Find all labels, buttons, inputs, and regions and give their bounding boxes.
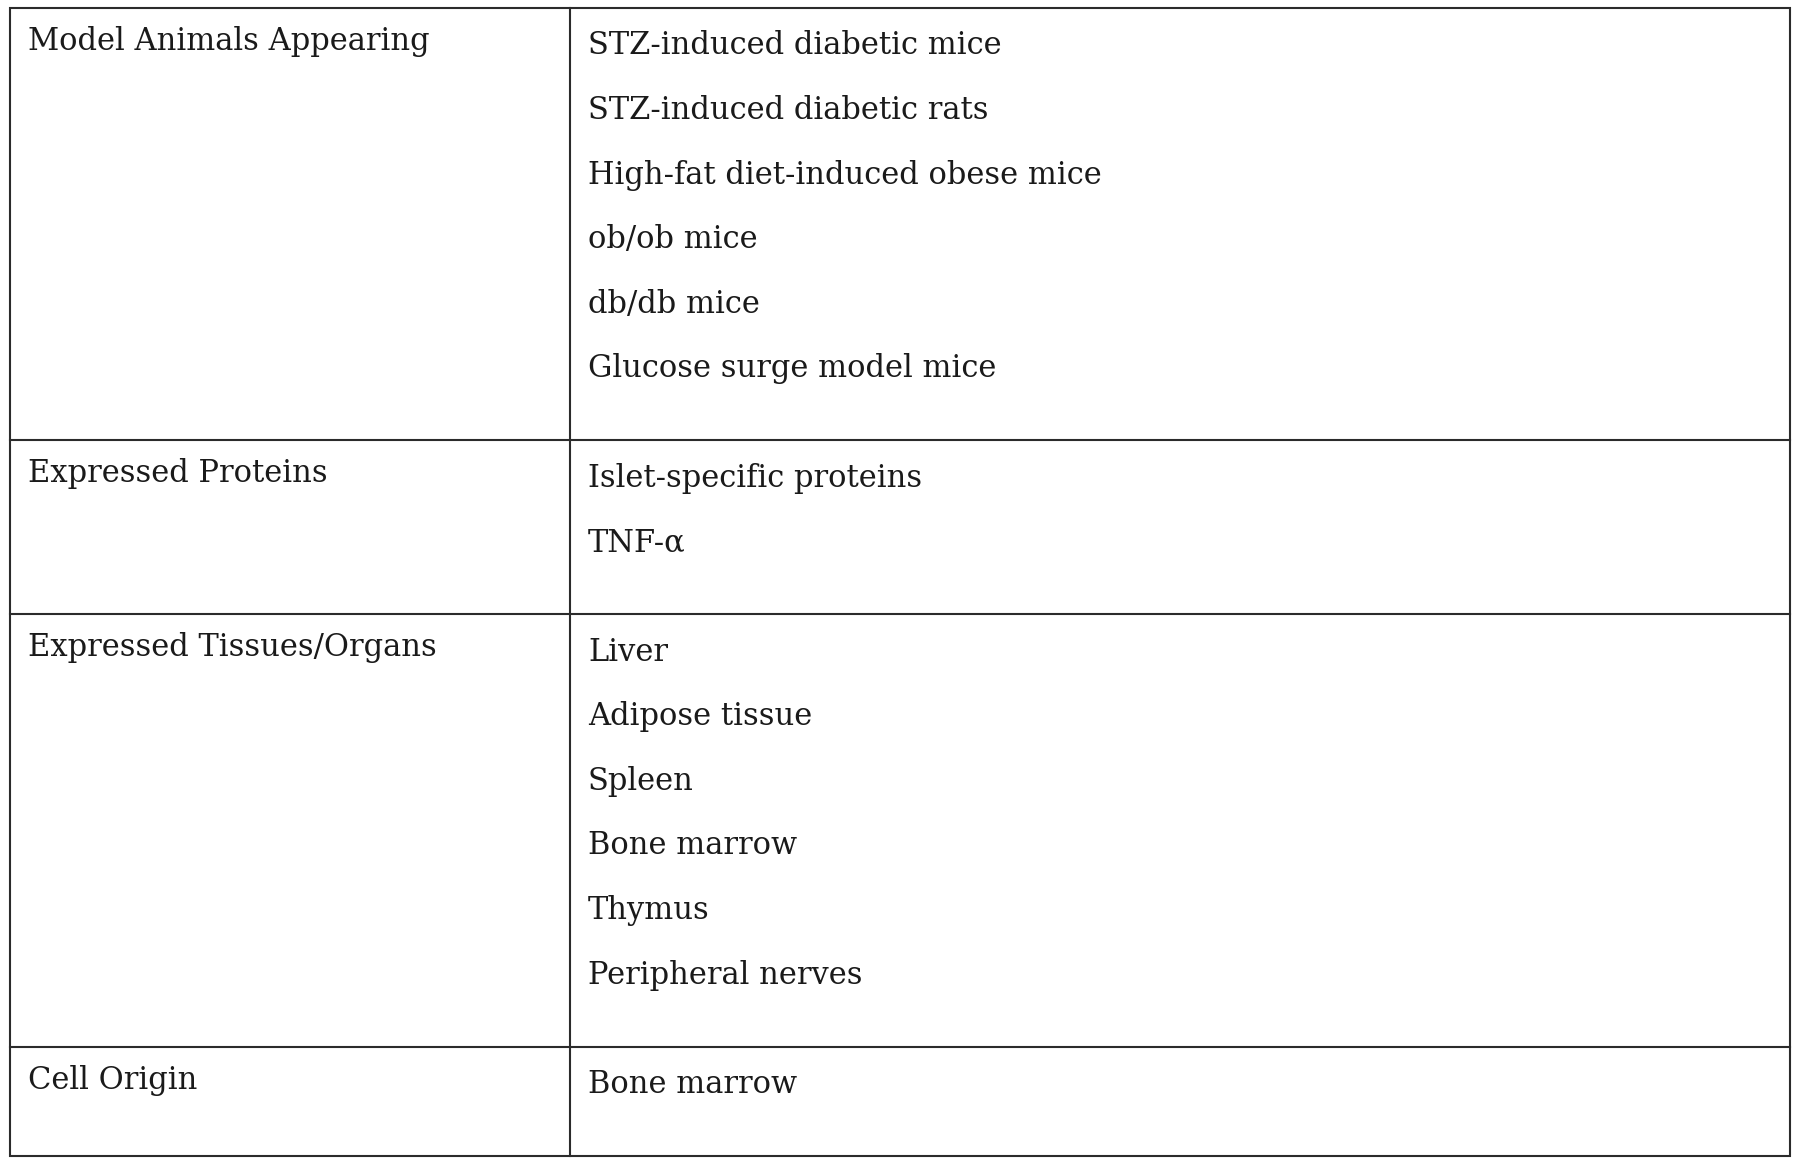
Text: Islet-specific proteins: Islet-specific proteins (589, 463, 922, 494)
Text: TNF-α: TNF-α (589, 527, 686, 559)
Text: db/db mice: db/db mice (589, 289, 760, 320)
Text: Liver: Liver (589, 637, 668, 668)
Text: Adipose tissue: Adipose tissue (589, 701, 812, 732)
Text: Bone marrow: Bone marrow (589, 1069, 797, 1100)
Text: STZ-induced diabetic rats: STZ-induced diabetic rats (589, 95, 988, 126)
Text: Cell Origin: Cell Origin (29, 1065, 198, 1095)
Text: STZ-induced diabetic mice: STZ-induced diabetic mice (589, 30, 1001, 62)
Text: Spleen: Spleen (589, 766, 693, 797)
Text: ob/ob mice: ob/ob mice (589, 225, 758, 255)
Text: High-fat diet-induced obese mice: High-fat diet-induced obese mice (589, 159, 1102, 191)
Text: Peripheral nerves: Peripheral nerves (589, 959, 862, 991)
Text: Thymus: Thymus (589, 895, 709, 927)
Text: Model Animals Appearing: Model Animals Appearing (29, 26, 430, 57)
Text: Expressed Proteins: Expressed Proteins (29, 459, 328, 489)
Text: Expressed Tissues/Organs: Expressed Tissues/Organs (29, 632, 437, 663)
Text: Glucose surge model mice: Glucose surge model mice (589, 354, 997, 384)
Text: Bone marrow: Bone marrow (589, 830, 797, 861)
